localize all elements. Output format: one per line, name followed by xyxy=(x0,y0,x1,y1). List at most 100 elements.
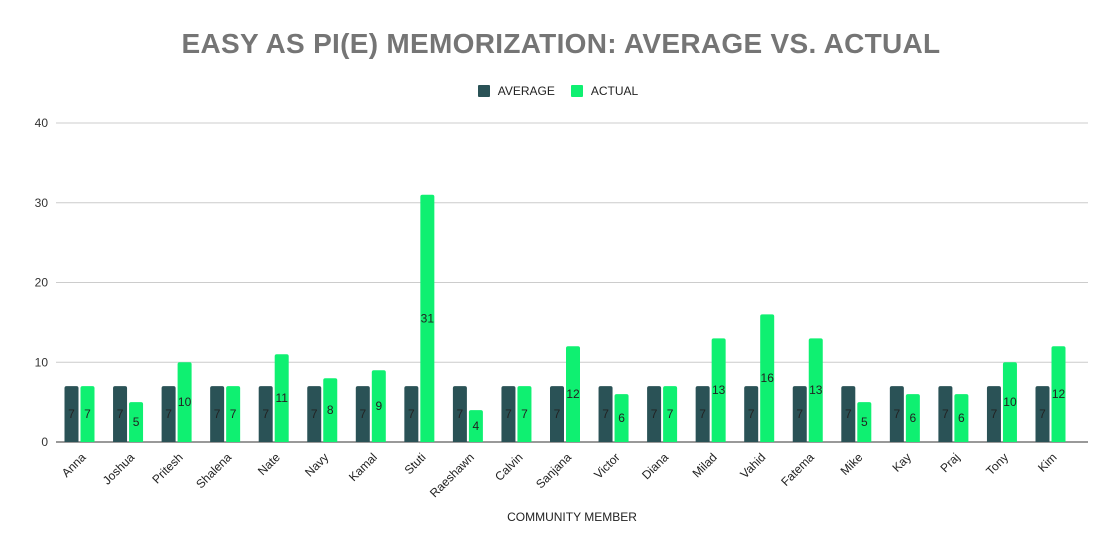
bar-actual-tony xyxy=(1002,362,1017,442)
data-label-actual: 13 xyxy=(809,383,823,397)
x-tick-label-milad: Milad xyxy=(690,450,720,480)
bar-actual-kay xyxy=(905,394,920,442)
data-label-actual: 6 xyxy=(618,411,625,425)
x-tick-label-calvin: Calvin xyxy=(492,450,525,483)
x-tick-label-victor: Victor xyxy=(591,450,622,481)
x-tick-label-kamal: Kamal xyxy=(346,450,380,484)
bar-actual-praj xyxy=(954,394,969,442)
data-label-actual: 12 xyxy=(566,387,580,401)
bar-actual-vahid xyxy=(760,314,775,442)
bar-actual-raeshawn xyxy=(468,410,483,442)
data-label-average: 7 xyxy=(457,407,464,421)
bar-actual-navy xyxy=(323,378,338,442)
data-label-average: 7 xyxy=(1039,407,1046,421)
bar-average-fatema xyxy=(792,386,807,442)
data-label-average: 7 xyxy=(942,407,949,421)
legend-item-actual[interactable]: ACTUAL xyxy=(570,84,638,98)
bar-actual-victor xyxy=(614,394,629,442)
data-label-average: 7 xyxy=(68,407,75,421)
chart-title: EASY AS PI(E) MEMORIZATION: AVERAGE VS. … xyxy=(181,28,941,59)
x-tick-label-shalena: Shalena xyxy=(193,450,234,491)
bar-average-navy xyxy=(307,386,322,442)
bar-average-mike xyxy=(841,386,856,442)
data-label-average: 7 xyxy=(699,407,706,421)
x-tick-label-tony: Tony xyxy=(983,450,1011,478)
bar-average-sanjana xyxy=(550,386,564,442)
bar-average-shalena xyxy=(210,386,225,442)
x-tick-label-mike: Mike xyxy=(838,450,866,478)
bar-average-milad xyxy=(695,386,710,442)
data-label-actual: 9 xyxy=(375,399,382,413)
data-label-actual: 10 xyxy=(1003,395,1017,409)
y-tick-label: 0 xyxy=(41,435,48,449)
x-tick-label-stuti: Stuti xyxy=(402,450,429,477)
x-tick-label-joshua: Joshua xyxy=(100,450,137,487)
y-tick-label: 20 xyxy=(35,276,49,290)
bar-average-kay xyxy=(889,386,904,442)
y-tick-label: 10 xyxy=(35,355,49,369)
data-label-actual: 13 xyxy=(712,383,726,397)
x-tick-label-kim: Kim xyxy=(1035,450,1060,475)
data-label-actual: 11 xyxy=(275,391,288,405)
x-tick-label-raeshawn: Raeshawn xyxy=(427,450,477,500)
x-axis-label: COMMUNITY MEMBER xyxy=(507,510,637,524)
bar-average-tony xyxy=(986,386,1001,442)
bar-average-raeshawn xyxy=(452,386,467,442)
x-tick-label-anna: Anna xyxy=(59,450,89,480)
data-label-average: 7 xyxy=(748,407,755,421)
data-label-actual: 31 xyxy=(421,311,435,325)
data-label-average: 7 xyxy=(214,407,221,421)
bar-average-nate xyxy=(258,386,273,442)
data-label-average: 7 xyxy=(602,407,609,421)
data-label-actual: 7 xyxy=(230,407,237,421)
data-label-average: 7 xyxy=(796,407,803,421)
bar-average-praj xyxy=(938,386,953,442)
bar-average-pritesh xyxy=(161,386,176,442)
data-label-actual: 5 xyxy=(133,415,140,429)
bar-actual-kim xyxy=(1051,346,1066,442)
x-tick-label-nate: Nate xyxy=(255,450,283,478)
x-tick-label-sanjana: Sanjana xyxy=(533,450,574,491)
legend-label-average: AVERAGE xyxy=(497,84,555,98)
data-label-average: 7 xyxy=(311,407,318,421)
data-label-actual: 6 xyxy=(958,411,965,425)
bar-actual-stuti xyxy=(420,194,435,442)
legend-swatch-average xyxy=(477,85,490,97)
bar-average-stuti xyxy=(404,386,419,442)
data-label-actual: 8 xyxy=(327,403,334,417)
bar-average-kim xyxy=(1035,386,1050,442)
data-label-actual: 7 xyxy=(521,407,528,421)
bar-actual-shalena xyxy=(226,386,241,442)
bar-actual-anna xyxy=(80,386,95,442)
bar-actual-pritesh xyxy=(177,362,192,442)
bar-average-victor xyxy=(598,386,613,442)
x-tick-label-diana: Diana xyxy=(639,450,671,482)
y-tick-label: 40 xyxy=(35,116,49,130)
data-label-average: 7 xyxy=(165,407,172,421)
data-label-actual: 7 xyxy=(84,407,91,421)
data-label-actual: 6 xyxy=(910,411,917,425)
data-label-actual: 5 xyxy=(861,415,868,429)
legend: AVERAGE ACTUAL xyxy=(0,81,1116,101)
bar-average-calvin xyxy=(501,386,516,442)
x-tick-label-navy: Navy xyxy=(302,450,331,479)
y-tick-label: 30 xyxy=(35,196,49,210)
data-label-average: 7 xyxy=(554,407,561,421)
data-label-average: 7 xyxy=(408,407,415,421)
bar-actual-milad xyxy=(711,338,726,442)
bar-actual-diana xyxy=(663,386,678,442)
bar-actual-kamal xyxy=(371,370,386,442)
legend-swatch-actual xyxy=(570,85,583,97)
data-label-average: 7 xyxy=(262,407,269,421)
data-label-average: 7 xyxy=(845,407,852,421)
data-label-actual: 10 xyxy=(178,395,192,409)
x-tick-label-fatema: Fatema xyxy=(778,450,817,489)
bar-actual-calvin xyxy=(517,386,532,442)
data-label-actual: 7 xyxy=(667,407,674,421)
data-label-average: 7 xyxy=(894,407,901,421)
bar-average-kamal xyxy=(355,386,370,442)
legend-item-average[interactable]: AVERAGE xyxy=(477,84,555,98)
data-label-average: 7 xyxy=(991,407,998,421)
data-label-average: 7 xyxy=(505,407,512,421)
